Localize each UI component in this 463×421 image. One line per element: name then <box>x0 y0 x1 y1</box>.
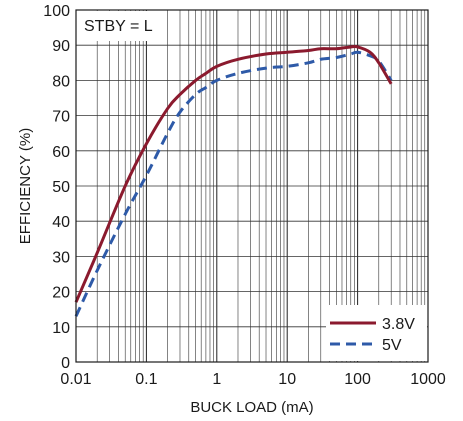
x-tick-label: 1 <box>212 371 221 388</box>
x-tick-label: 100 <box>344 371 371 388</box>
y-tick-label: 50 <box>52 179 70 196</box>
legend-label-5v: 5V <box>382 337 402 354</box>
y-tick-label: 60 <box>52 144 70 161</box>
y-tick-label: 0 <box>61 355 70 372</box>
x-tick-label: 0.1 <box>135 371 157 388</box>
y-tick-label: 10 <box>52 320 70 337</box>
y-tick-label: 40 <box>52 214 70 231</box>
annotation-stby: STBY = L <box>84 18 153 35</box>
series-line-5v <box>74 50 393 317</box>
annotation-background <box>77 11 161 41</box>
annotation-box: STBY = L <box>77 11 161 41</box>
x-axis-label: BUCK LOAD (mA) <box>190 399 313 416</box>
legend-background <box>326 305 427 361</box>
y-tick-label: 90 <box>52 38 70 55</box>
series-line-3-8v <box>74 44 393 303</box>
x-tick-label: 0.01 <box>60 371 91 388</box>
y-tick-label: 20 <box>52 285 70 302</box>
series-layer <box>74 44 393 317</box>
x-tick-labels: 0.01 0.1 1 10 100 1000 <box>60 371 445 388</box>
x-tick-label: 1000 <box>410 371 446 388</box>
y-tick-label: 100 <box>43 3 70 20</box>
plot-frame <box>75 9 429 363</box>
y-tick-label: 30 <box>52 249 70 266</box>
y-tick-label: 70 <box>52 109 70 126</box>
y-tick-labels: 0 10 20 30 40 50 60 70 80 90 100 <box>43 3 70 372</box>
legend-label-3-8v: 3.8V <box>382 316 415 333</box>
y-tick-label: 80 <box>52 73 70 90</box>
y-axis-label: EFFICIENCY (%) <box>17 128 34 244</box>
legend: 3.8V 5V <box>326 305 427 361</box>
x-tick-label: 10 <box>278 371 296 388</box>
